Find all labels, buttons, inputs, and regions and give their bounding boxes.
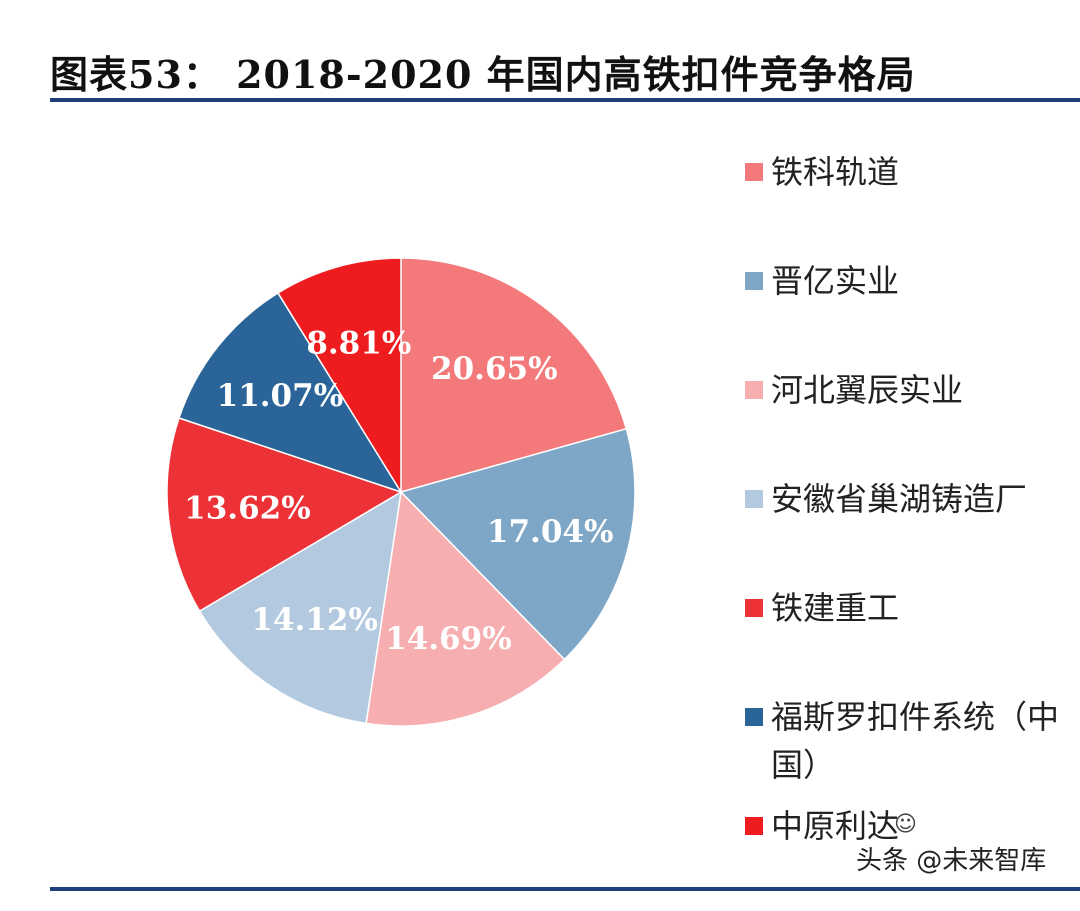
legend-swatch [745,708,763,726]
legend: 铁科轨道晋亿实业河北翼辰实业安徽省巢湖铸造厂 铁建重工福斯罗扣件系统（中国） 中原利… [745,148,1071,911]
pie-slice-5 [166,417,403,613]
legend-label: 安徽省巢湖铸造厂 [771,480,1028,518]
legend-label: 铁建重工 [771,589,900,627]
legend-swatch [745,381,763,399]
legend-label: 河北翼辰实业 [771,371,964,409]
slice-label-5: 13.62% [184,490,311,526]
slice-label-6: 11.07% [217,378,344,414]
legend-item: 中原利达 [745,802,1071,911]
slice-label-4: 14.12% [251,602,378,638]
wechat-icon: ☺ [894,812,917,837]
pie-slice-7 [276,257,402,495]
pie-slice-3 [365,490,566,727]
chart-title: 图表53： 2018-2020 年国内高铁扣件竞争格局 [50,52,916,97]
legend-item: 河北翼辰实业 [745,366,1071,475]
legend-swatch [745,163,763,181]
pie-slice-4 [198,490,402,725]
bottom-rule [50,887,1080,891]
slice-label-7: 8.81% [306,325,411,361]
legend-item: 福斯罗扣件系统（中国） [745,693,1071,802]
legend-swatch [745,599,763,617]
legend-label: 晋亿实业 [771,262,900,300]
slice-label-3: 14.69% [385,621,512,657]
legend-swatch [745,272,763,290]
pie-slice-6 [178,291,403,494]
top-rule [50,98,1080,102]
slice-label-1: 20.65% [431,351,558,387]
pie-labels: 20.65% 17.04% 14.69%14.12% 13.62% 11.07% 8.81… [184,325,613,657]
legend-item: 安徽省巢湖铸造厂 [745,475,1071,584]
pie-slice-2 [399,427,636,661]
slice-label-2: 17.04% [487,514,614,550]
legend-label: 中原利达 [771,807,900,845]
legend-label: 铁科轨道 [771,153,900,191]
legend-swatch [745,817,763,835]
pie-slice-1 [400,257,628,493]
legend-item: 铁科轨道 [745,148,1071,257]
legend-item: 晋亿实业 [745,257,1071,366]
watermark: 头条 @未来智库 [856,840,1047,877]
pie-slices [166,257,636,727]
legend-swatch [745,490,763,508]
legend-label: 福斯罗扣件系统（中国） [771,698,1060,784]
legend-item: 铁建重工 [745,584,1071,693]
